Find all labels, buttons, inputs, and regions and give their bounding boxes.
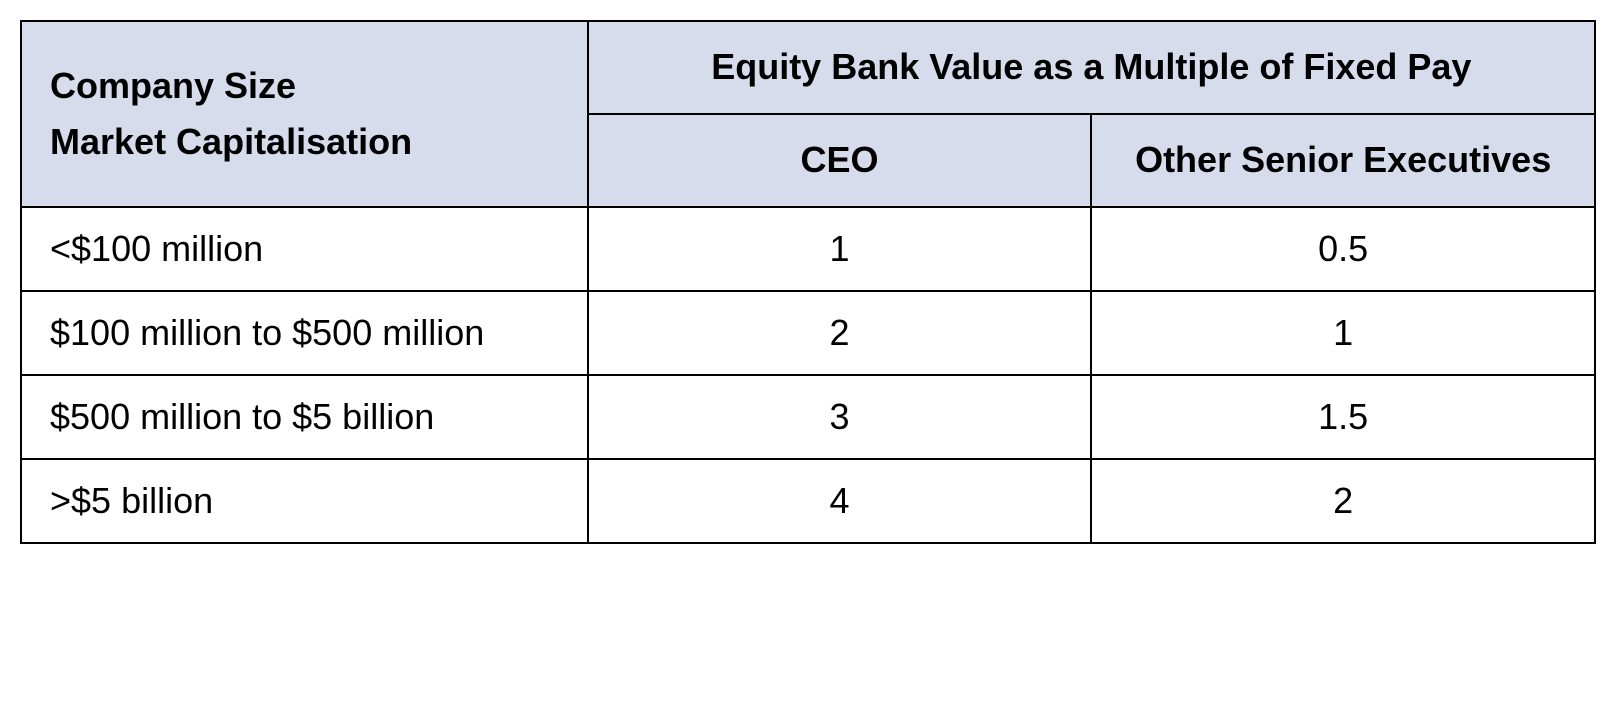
row-ceo-value: 3 (588, 375, 1092, 459)
row-ceo-value: 2 (588, 291, 1092, 375)
data-table: Company Size Market Capitalisation Equit… (20, 20, 1596, 544)
row-label: $100 million to $500 million (21, 291, 588, 375)
row-label: >$5 billion (21, 459, 588, 543)
row-other-value: 0.5 (1091, 207, 1595, 291)
table-header-row-1: Company Size Market Capitalisation Equit… (21, 21, 1595, 114)
header-company-size-line1: Company Size (50, 65, 559, 107)
table-row: <$100 million 1 0.5 (21, 207, 1595, 291)
header-company-size-line2: Market Capitalisation (50, 121, 559, 163)
header-equity-bank: Equity Bank Value as a Multiple of Fixed… (588, 21, 1595, 114)
row-other-value: 1.5 (1091, 375, 1595, 459)
row-label: $500 million to $5 billion (21, 375, 588, 459)
row-other-value: 2 (1091, 459, 1595, 543)
row-ceo-value: 1 (588, 207, 1092, 291)
table-row: $100 million to $500 million 2 1 (21, 291, 1595, 375)
equity-bank-table: Company Size Market Capitalisation Equit… (20, 20, 1596, 544)
header-company-size: Company Size Market Capitalisation (21, 21, 588, 207)
row-label: <$100 million (21, 207, 588, 291)
table-row: >$5 billion 4 2 (21, 459, 1595, 543)
header-ceo: CEO (588, 114, 1092, 207)
table-row: $500 million to $5 billion 3 1.5 (21, 375, 1595, 459)
row-other-value: 1 (1091, 291, 1595, 375)
row-ceo-value: 4 (588, 459, 1092, 543)
header-other-executives: Other Senior Executives (1091, 114, 1595, 207)
